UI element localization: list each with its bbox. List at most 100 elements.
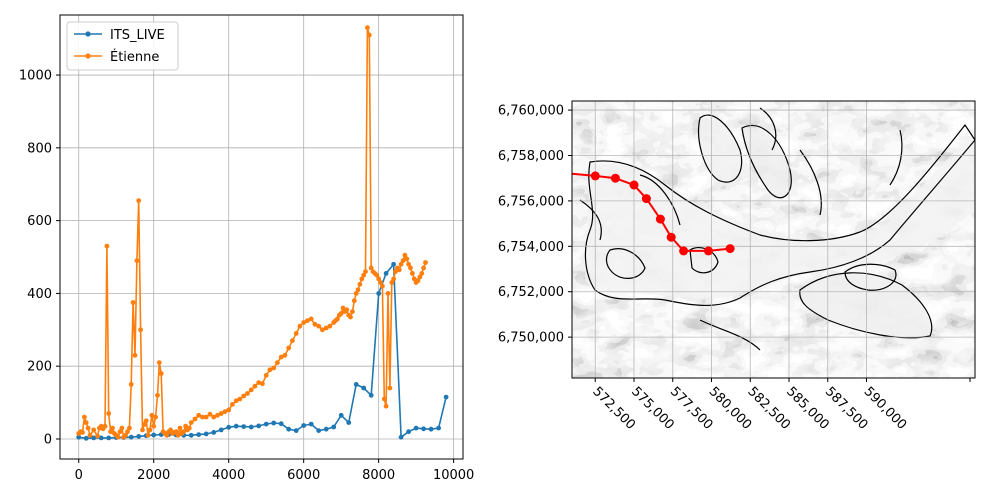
data-point-series-1: [393, 269, 398, 274]
data-point-series-1: [83, 420, 89, 425]
data-point-series-1: [282, 352, 288, 358]
data-point-series-1: [226, 407, 232, 413]
left-x-tick-label: 8000: [362, 468, 395, 483]
data-point-series-0: [338, 412, 344, 418]
data-point-series-1: [151, 423, 157, 429]
profile-marker: [590, 171, 600, 181]
data-point-series-0: [308, 421, 314, 427]
data-point-series-1: [130, 300, 136, 305]
data-point-series-1: [200, 414, 205, 420]
data-point-series-0: [286, 426, 292, 432]
profile-marker: [679, 246, 689, 256]
data-point-series-1: [140, 427, 145, 433]
data-point-series-1: [389, 280, 395, 285]
data-point-series-0: [406, 429, 411, 435]
data-point-series-1: [275, 360, 280, 365]
profile-marker: [703, 246, 713, 256]
data-point-series-0: [331, 424, 337, 430]
data-point-series-1: [141, 422, 147, 427]
data-point-series-1: [82, 414, 87, 420]
right-y-tick-label: 6,752,000: [498, 285, 564, 300]
data-point-series-0: [413, 425, 419, 431]
data-point-series-1: [335, 316, 340, 322]
profile-marker: [655, 214, 665, 224]
data-point-series-1: [132, 352, 138, 358]
data-point-series-1: [344, 307, 350, 313]
data-point-series-1: [177, 425, 183, 431]
data-point-series-1: [218, 411, 224, 416]
data-point-series-0: [301, 423, 307, 428]
data-point-series-1: [230, 402, 235, 407]
data-point-series-1: [402, 252, 408, 258]
data-point-series-0: [278, 421, 284, 427]
left-grid: [60, 15, 463, 459]
data-point-series-1: [188, 420, 194, 425]
data-point-series-1: [123, 432, 128, 438]
left-y-tick-label: 600: [27, 214, 52, 229]
profile-marker: [725, 244, 735, 254]
left-x-tick-label: 4000: [212, 468, 245, 483]
data-point-series-1: [104, 243, 110, 249]
data-point-series-0: [233, 423, 239, 429]
data-point-series-0: [226, 424, 232, 430]
data-point-series-1: [348, 314, 353, 320]
data-point-series-0: [443, 394, 449, 400]
data-point-series-1: [396, 267, 402, 273]
data-point-series-1: [411, 276, 417, 282]
data-point-series-0: [211, 430, 217, 435]
left-plot-area: [60, 15, 463, 459]
left-y-axis: 0 200 400 600 800 1000: [19, 69, 60, 447]
data-point-series-1: [410, 271, 415, 276]
data-point-series-1: [380, 283, 385, 289]
data-point-series-0: [98, 435, 104, 441]
glacier-map: 572,500575,000577,500580,000582,500585,0…: [498, 100, 976, 433]
data-point-series-1: [423, 260, 428, 265]
data-point-series-1: [106, 411, 112, 416]
data-point-series-1: [128, 382, 134, 387]
left-x-axis: 0 2000 4000 6000 8000 10000: [75, 459, 474, 483]
data-point-series-1: [241, 393, 247, 399]
data-point-series-1: [383, 403, 389, 409]
data-point-series-0: [428, 426, 434, 432]
data-point-series-1: [248, 387, 254, 393]
data-point-series-1: [363, 269, 368, 274]
data-point-series-1: [417, 274, 423, 280]
data-point-series-1: [147, 427, 153, 433]
right-y-tick-label: 6,756,000: [498, 194, 564, 209]
profile-marker: [666, 232, 676, 242]
right-y-tick-label: 6,750,000: [498, 331, 564, 346]
data-point-series-0: [256, 423, 262, 429]
data-point-series-0: [76, 434, 82, 440]
data-point-series-1: [301, 320, 307, 325]
data-point-series-1: [290, 338, 295, 344]
data-point-series-0: [203, 431, 209, 437]
data-point-series-1: [186, 425, 192, 431]
data-point-series-1: [110, 425, 115, 431]
data-point-series-0: [383, 271, 389, 276]
left-x-tick-label: 2000: [137, 468, 170, 483]
right-x-axis: 572,500575,000577,500580,000582,500585,0…: [589, 378, 971, 433]
data-point-series-1: [252, 383, 258, 389]
data-point-series-1: [87, 432, 93, 438]
data-point-series-0: [376, 291, 382, 296]
data-point-series-0: [398, 434, 404, 440]
data-point-series-0: [83, 435, 89, 441]
data-point-series-1: [408, 265, 413, 271]
data-point-series-1: [404, 256, 410, 262]
legend-label-its-live: ITS_LIVE: [110, 28, 165, 43]
profile-line: [571, 172, 731, 252]
data-point-series-1: [115, 434, 121, 440]
data-point-series-0: [353, 382, 359, 387]
data-point-series-1: [126, 425, 132, 431]
data-point-series-1: [338, 311, 344, 316]
left-x-tick-label: 10000: [433, 468, 474, 483]
data-point-series-0: [151, 432, 157, 438]
data-point-series-1: [323, 325, 329, 331]
data-point-series-1: [350, 309, 355, 314]
data-point-series-1: [271, 365, 277, 371]
data-point-series-1: [378, 280, 383, 285]
data-point-series-1: [351, 298, 357, 304]
data-point-series-1: [353, 291, 359, 296]
profile-line-group: [571, 171, 735, 256]
left-series-group: [76, 25, 449, 441]
